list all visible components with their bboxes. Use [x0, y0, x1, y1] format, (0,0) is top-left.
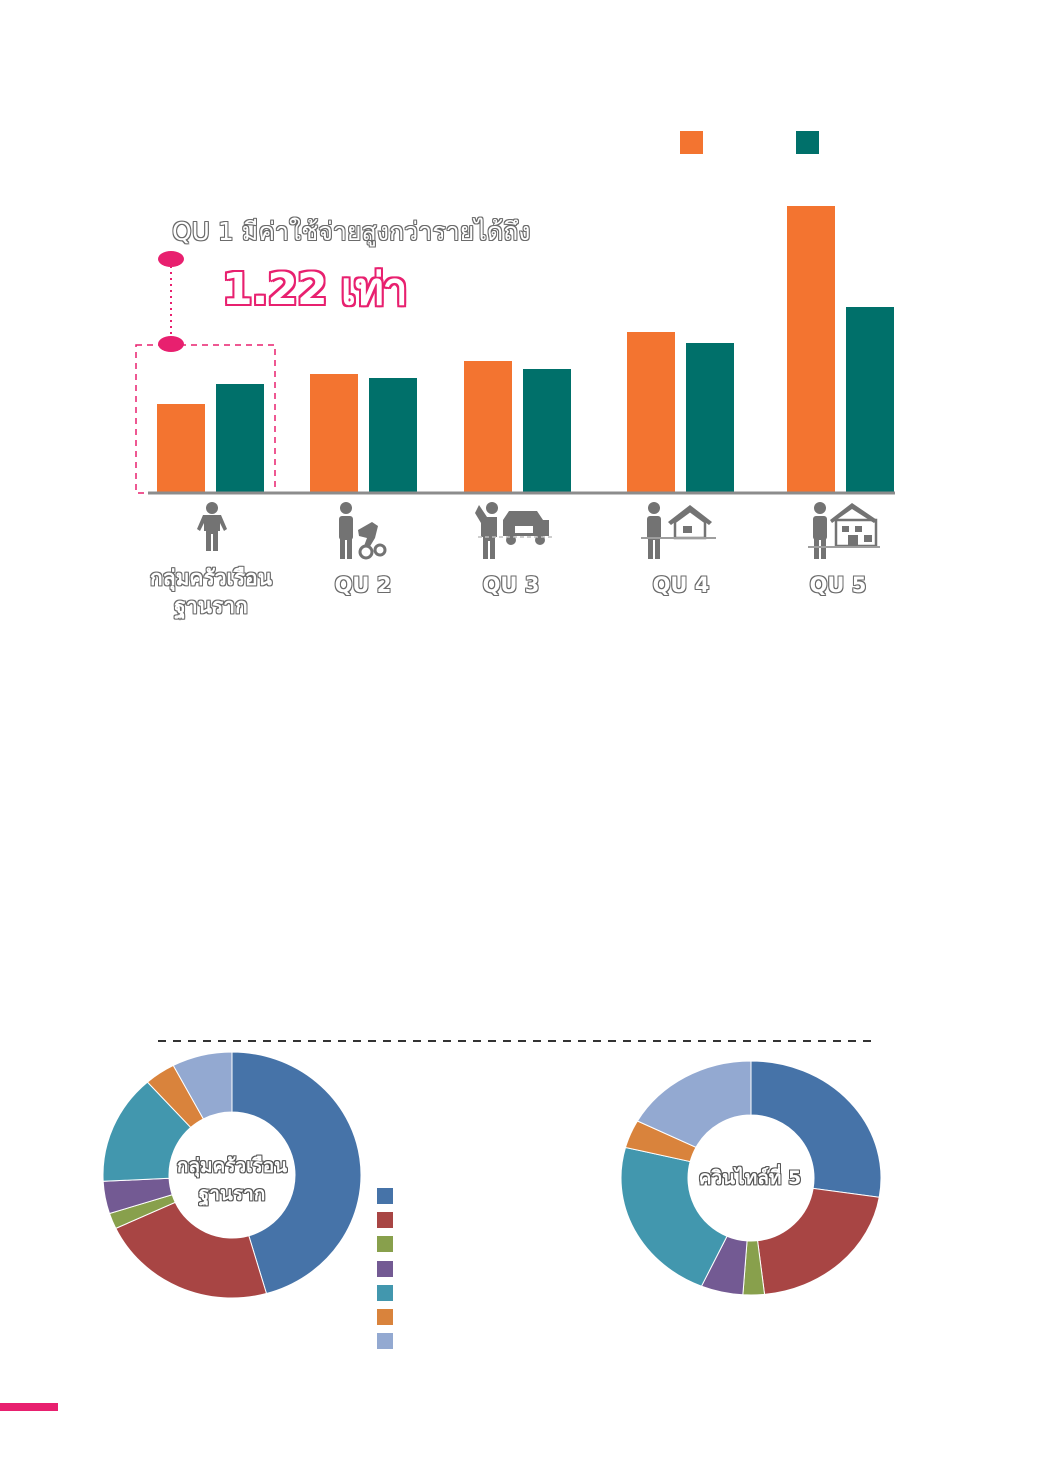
donut1-center-line2: ฐานราก — [198, 1183, 266, 1205]
page-accent-bar — [0, 1403, 58, 1411]
donut1-slice-7 — [172, 1051, 233, 1120]
donut-legend-swatch-2 — [377, 1212, 393, 1229]
donut1-center-label: กลุ่มครัวเรือน ฐานราก — [152, 1152, 312, 1208]
donut-legend-swatch-5 — [377, 1284, 393, 1301]
donut-legend-swatch-3 — [377, 1236, 393, 1253]
donut-legend-swatch-1 — [377, 1188, 393, 1204]
bar-expense-2 — [310, 374, 358, 493]
category-label-qu2: QU 2 — [334, 573, 392, 598]
donut-chart-base-households — [102, 1051, 362, 1299]
bar-expense-3 — [464, 361, 512, 493]
donut1-slice-2 — [115, 1201, 268, 1299]
category-label-qu3: QU 3 — [482, 573, 540, 598]
person-with-big-house-icon — [808, 502, 880, 559]
donut-legend-swatch-4 — [377, 1260, 393, 1277]
bar-income-2 — [369, 378, 417, 493]
legend-swatch-expense — [680, 131, 703, 154]
category-label-qu1-line1: กลุ่มครัวเรือน — [150, 566, 273, 591]
bar-chart-svg — [135, 206, 895, 560]
donut1-center-line1: กลุ่มครัวเรือน — [176, 1155, 288, 1177]
bar-income-3 — [523, 369, 571, 493]
donut-chart-quintile-5 — [620, 1060, 882, 1296]
category-label-qu4: QU 4 — [652, 573, 710, 598]
donut2-slice-5 — [620, 1146, 728, 1287]
donut-legend-swatch-7 — [377, 1333, 393, 1350]
donut2-slice-7 — [636, 1060, 752, 1148]
legend-swatch-income — [796, 131, 819, 154]
bar-expense-1 — [157, 404, 205, 493]
annotation-value: 1.22 เท่า — [222, 264, 408, 315]
bar-income-1 — [216, 384, 264, 493]
category-label-qu1: กลุ่มครัวเรือน ฐานราก — [121, 564, 301, 620]
donut2-slice-2 — [757, 1187, 880, 1295]
bar-expense-4 — [627, 332, 675, 493]
bar-income-5 — [846, 307, 894, 493]
donut-charts — [102, 1051, 882, 1299]
person-with-motorbike-icon — [339, 502, 387, 560]
donut2-center-label: ควินไทล์ที่ 5 — [670, 1164, 830, 1192]
bar-expense-5 — [787, 206, 835, 493]
donut-legend-swatch-6 — [377, 1309, 393, 1325]
category-label-qu1-line2: ฐานราก — [174, 594, 249, 619]
person-icon — [197, 502, 227, 551]
donut2-center-line1: ควินไทล์ที่ 5 — [698, 1167, 802, 1189]
annotation-title: QU 1 มีค่าใช้จ่ายสูงกว่ารายได้ถึง — [172, 217, 531, 246]
person-with-car-icon — [475, 502, 553, 559]
donut2-slice-1 — [750, 1060, 882, 1198]
donut1-slice-1 — [231, 1051, 362, 1295]
bar-income-4 — [686, 343, 734, 493]
category-label-qu5: QU 5 — [809, 573, 867, 598]
annotation-marker — [135, 251, 276, 494]
person-with-house-icon — [641, 502, 716, 559]
